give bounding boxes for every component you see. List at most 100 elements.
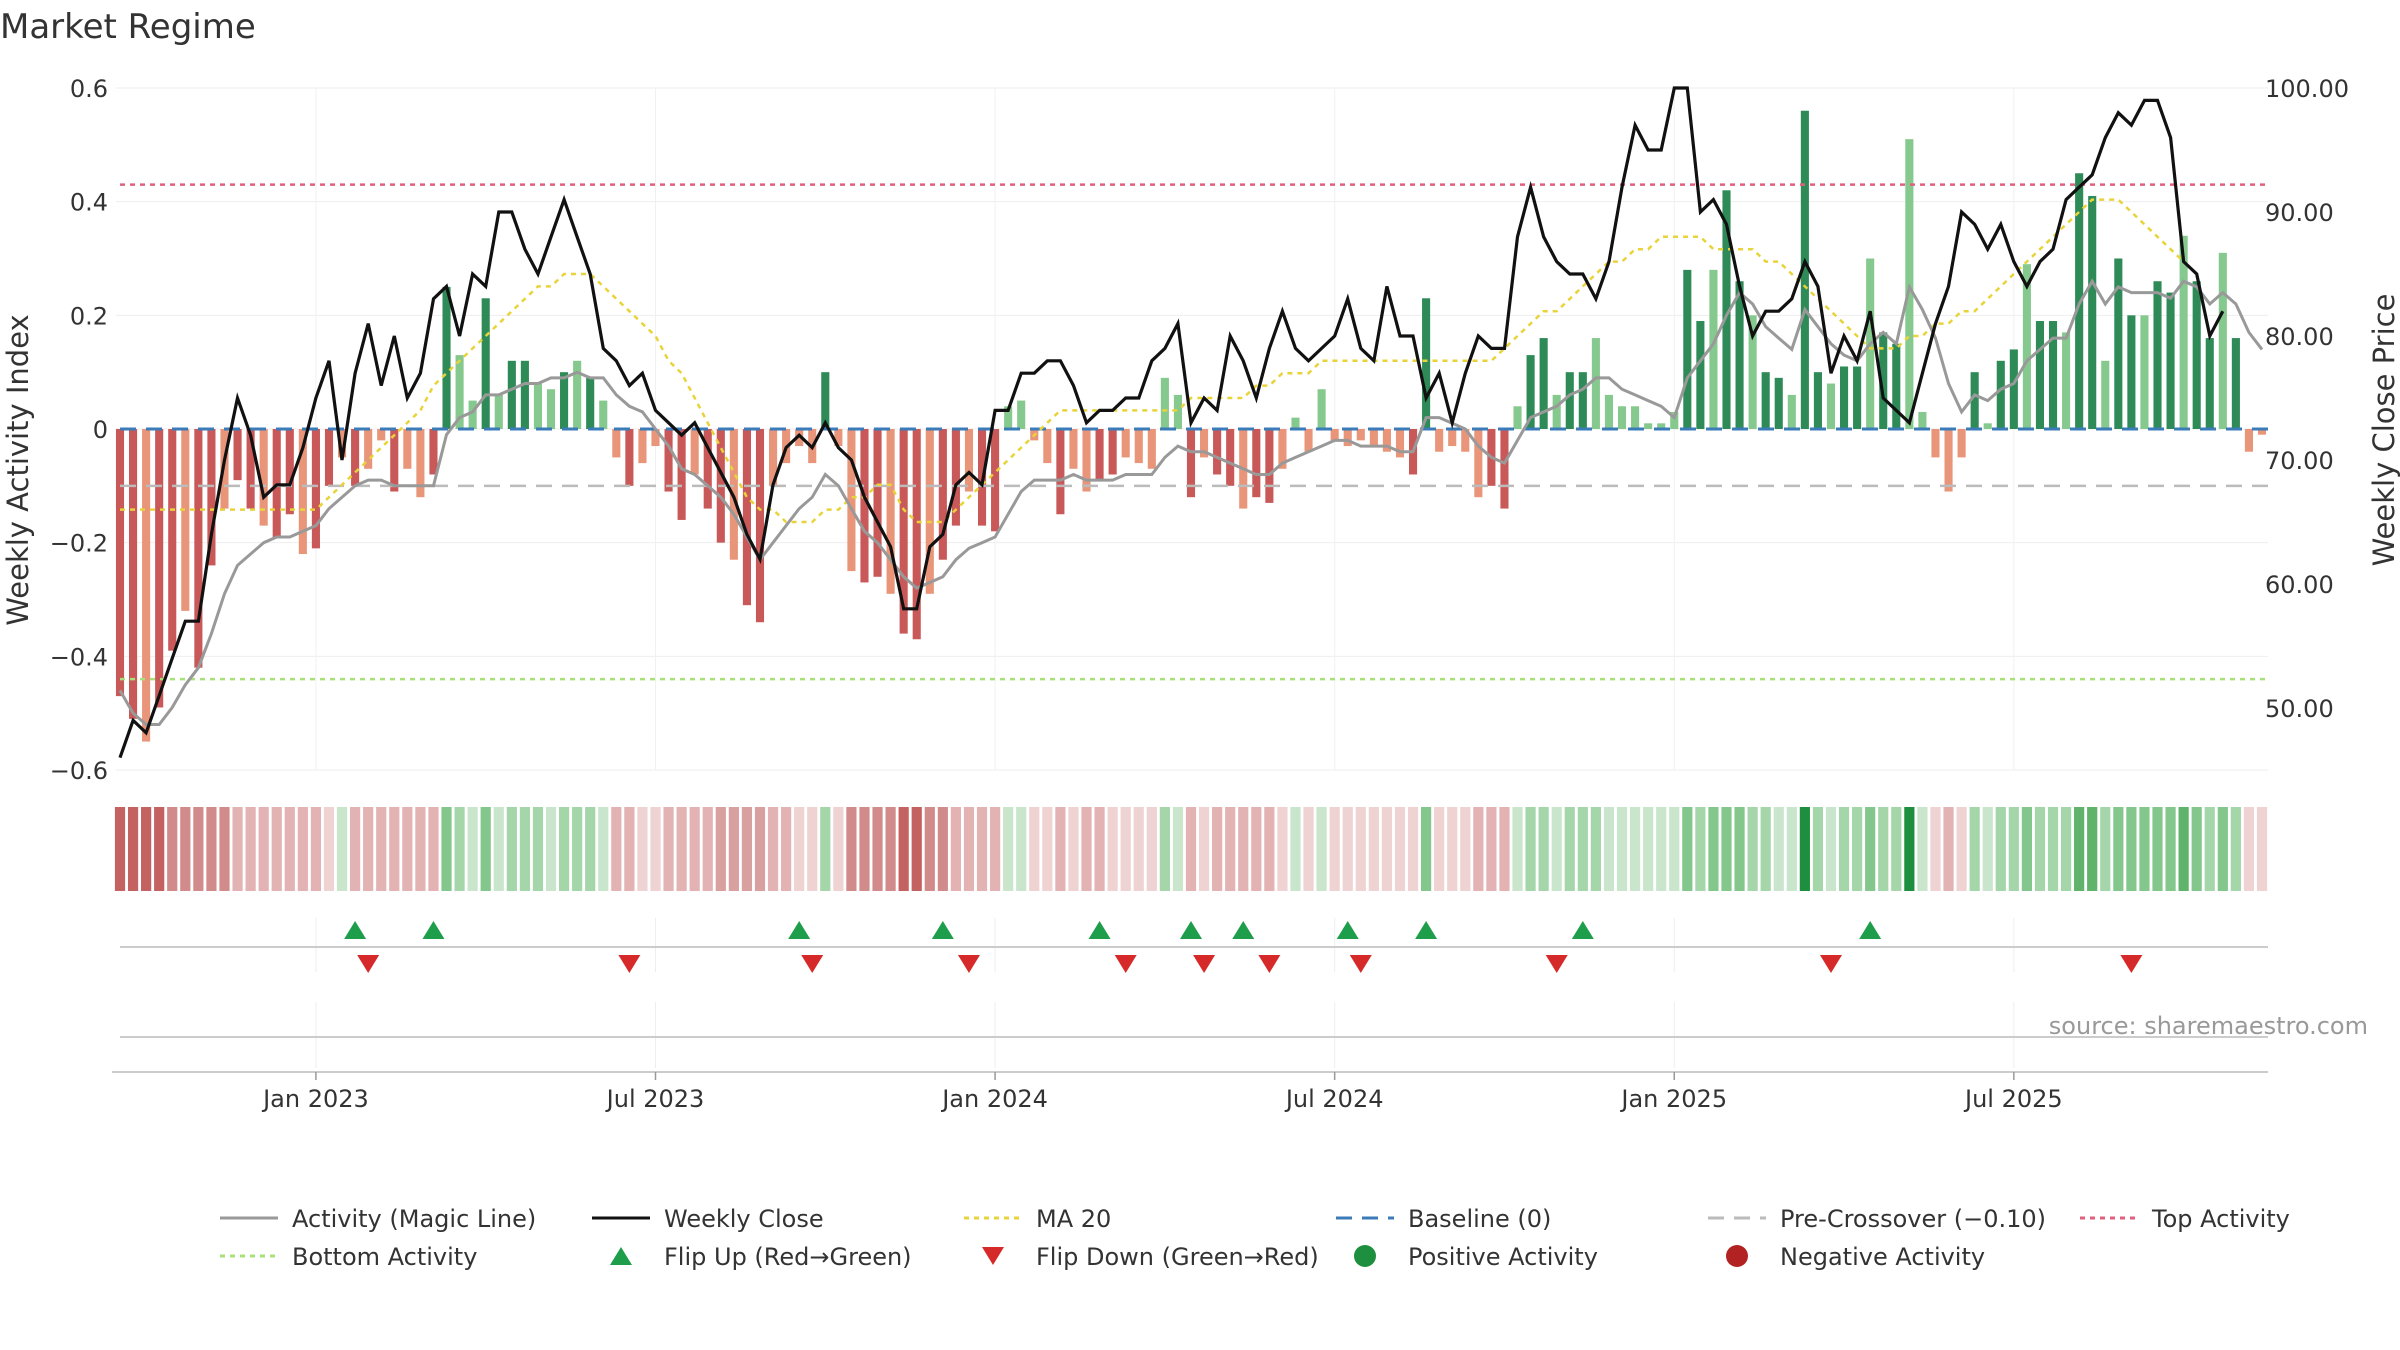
regime-cell	[1381, 807, 1393, 891]
flip-up-marker	[1859, 921, 1882, 939]
regime-cell	[1943, 807, 1954, 891]
y2-tick-label: 90.00	[2265, 199, 2334, 227]
activity-bar	[1317, 389, 1326, 429]
regime-cell	[807, 807, 818, 891]
regime-cell	[1799, 807, 1810, 891]
regime-cell	[820, 807, 831, 891]
activity-bar	[364, 429, 373, 469]
regime-cell	[1316, 807, 1327, 891]
activity-bar	[1108, 429, 1117, 475]
regime-cell	[519, 807, 530, 891]
regime-cell	[1421, 807, 1432, 891]
activity-bar	[1591, 338, 1600, 429]
activity-bar	[2048, 321, 2058, 429]
regime-cell	[1251, 807, 1262, 891]
ma20-line	[120, 198, 2198, 524]
activity-bar	[1395, 429, 1405, 458]
activity-bar	[2244, 429, 2253, 452]
regime-cell	[650, 807, 661, 891]
regime-cell	[1629, 807, 1641, 891]
activity-bar	[2101, 360, 2110, 429]
activity-bar	[129, 429, 138, 719]
regime-cell	[1368, 807, 1379, 891]
activity-bar	[429, 429, 438, 475]
activity-bar	[899, 429, 908, 634]
activity-bar	[1304, 429, 1313, 452]
legend-item: Positive Activity	[1354, 1243, 1598, 1271]
regime-cell	[1616, 807, 1628, 891]
regime-cell	[2152, 807, 2163, 891]
activity-bar	[1617, 406, 1627, 429]
activity-bar	[1709, 269, 1718, 429]
regime-cell	[859, 807, 870, 891]
activity-bar	[2218, 252, 2227, 429]
regime-cell	[310, 807, 322, 891]
legend-label: Pre-Crossover (−0.10)	[1780, 1205, 2046, 1233]
regime-cell	[2256, 807, 2268, 891]
legend-dot-icon	[1726, 1245, 1748, 1267]
regime-cell	[872, 807, 883, 891]
flip-down-marker	[1114, 955, 1137, 973]
activity-bar	[1879, 332, 1888, 429]
activity-bar	[351, 429, 360, 486]
regime-cell	[924, 807, 935, 891]
y2-tick-label: 70.00	[2265, 447, 2334, 475]
activity-bar	[664, 429, 673, 492]
regime-cell	[1329, 807, 1340, 891]
activity-bar	[1004, 406, 1013, 429]
activity-bar	[1631, 406, 1640, 429]
regime-cell	[1434, 807, 1445, 891]
regime-cell	[350, 807, 361, 891]
regime-cell	[2139, 807, 2150, 891]
regime-cell	[989, 807, 1001, 891]
activity-bar	[1435, 429, 1444, 452]
regime-cell	[454, 807, 465, 891]
activity-bar	[1186, 429, 1196, 498]
regime-cell	[2217, 807, 2228, 891]
regime-cell	[2243, 807, 2255, 891]
activity-bar	[2153, 281, 2162, 429]
activity-bar	[612, 429, 621, 458]
activity-bar	[272, 429, 281, 537]
regime-cell	[336, 807, 348, 891]
activity-bar	[1657, 423, 1666, 429]
regime-cell	[2087, 807, 2098, 891]
activity-bar	[181, 429, 190, 611]
activity-bar	[1565, 372, 1574, 429]
activity-bar	[886, 429, 895, 594]
flip-down-marker	[2120, 955, 2143, 973]
regime-cell	[1460, 807, 1471, 891]
regime-cell	[1068, 807, 1079, 891]
activity-bar	[1696, 321, 1705, 429]
activity-bar	[1343, 429, 1352, 447]
activity-bar	[115, 429, 125, 697]
regime-cell	[506, 807, 517, 891]
activity-bar	[1931, 429, 1940, 458]
legend-item: Top Activity	[2080, 1205, 2290, 1233]
reference-lines	[120, 183, 2268, 681]
activity-bar	[1983, 423, 1992, 429]
regime-cell	[1486, 807, 1497, 891]
activity-bar	[677, 429, 686, 520]
regime-cell	[1342, 807, 1353, 891]
activity-bar	[1213, 429, 1222, 475]
activity-bar	[2192, 281, 2201, 429]
activity-bar	[1173, 394, 1182, 429]
activity-bar	[1252, 429, 1261, 498]
regime-cell	[1212, 807, 1223, 891]
activity-bar	[1748, 315, 1757, 429]
flip-up-marker	[1571, 921, 1594, 939]
regime-cell	[1747, 807, 1758, 891]
legend-label: Flip Down (Green→Red)	[1036, 1243, 1319, 1271]
regime-cell	[1055, 807, 1066, 891]
regime-cell	[754, 807, 766, 891]
regime-cell	[1277, 807, 1288, 891]
activity-bar	[1500, 429, 1509, 509]
activity-bar	[259, 429, 268, 526]
regime-cell	[1159, 807, 1170, 891]
activity-bar	[1474, 429, 1483, 498]
y-tick-label: 0.2	[70, 302, 108, 330]
activity-bar	[403, 429, 412, 469]
regime-cell	[2060, 807, 2072, 891]
regime-cell	[2191, 807, 2202, 891]
